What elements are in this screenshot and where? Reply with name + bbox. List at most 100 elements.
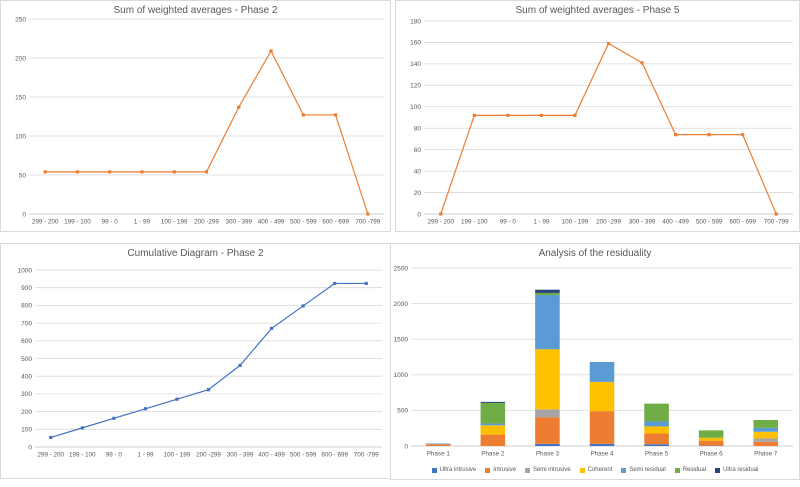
x-axis-tick-label: 100 - 199 xyxy=(161,219,188,226)
bar-segment xyxy=(480,425,506,435)
legend-label: Intrusive xyxy=(493,467,516,473)
x-axis-tick-label: Phase 2 xyxy=(481,451,505,458)
bar-segment xyxy=(535,417,560,444)
data-point-marker xyxy=(49,435,53,440)
x-axis-tick-label: 200 -299 xyxy=(196,452,221,459)
data-point-marker xyxy=(172,170,176,174)
x-axis-tick-label: Phase 4 xyxy=(590,451,614,458)
bar-segment xyxy=(753,427,778,432)
bar-segment xyxy=(480,401,506,403)
bar-segment xyxy=(426,443,451,445)
bar-segment xyxy=(589,411,615,444)
bar-segment xyxy=(535,295,560,350)
data-point-marker xyxy=(539,113,544,117)
x-axis-tick-label: 700 -799 xyxy=(355,219,380,226)
data-point-marker xyxy=(741,133,745,137)
data-point-marker xyxy=(269,49,273,53)
x-axis-tick-label: 300 - 399 xyxy=(629,219,656,226)
y-axis-tick-label: 20 xyxy=(414,190,422,197)
stacked-bar-chart-residuality: 0 500 1000 1500 2000 2500 Phase 1 Phase 2 Phase … xyxy=(394,265,793,458)
chart-panel-cumulative-phase2: Cumulative Diagram - Phase 2 0 100 200 300 4… xyxy=(0,243,391,479)
legend-item: Coherent xyxy=(579,467,612,473)
y-axis-tick-label: 1000 xyxy=(18,267,33,274)
bar-segment xyxy=(644,433,669,445)
x-axis-tick-label: Phase 1 xyxy=(427,451,451,458)
x-axis-tick-label: 199 - 100 xyxy=(461,219,488,226)
bar-segment xyxy=(753,441,778,446)
data-point-marker xyxy=(364,281,368,286)
x-axis-tick-label: 300 - 399 xyxy=(227,452,254,459)
data-point-marker xyxy=(75,170,80,174)
data-point-marker xyxy=(606,41,611,46)
data-point-marker xyxy=(80,426,84,430)
legend-swatch-icon xyxy=(715,467,721,473)
legend-label: Semi intrusive xyxy=(532,467,571,473)
y-axis-tick-label: 0 xyxy=(417,211,421,218)
y-axis-tick-label: 1000 xyxy=(394,372,409,379)
x-axis-tick-label: 600 - 699 xyxy=(321,452,348,459)
bar-segment xyxy=(753,431,778,439)
data-point-marker xyxy=(143,407,148,411)
data-point-marker xyxy=(269,326,274,331)
x-axis-tick-label: 1 - 99 xyxy=(137,452,154,459)
bar-segment xyxy=(535,292,560,296)
legend-swatch-icon xyxy=(579,467,585,473)
x-axis-tick-label: 199 - 100 xyxy=(69,452,96,459)
y-axis-tick-label: 0 xyxy=(22,211,26,218)
bar-segment xyxy=(753,420,778,428)
data-point-marker xyxy=(301,113,305,117)
y-axis-tick-label: 120 xyxy=(410,83,421,90)
x-axis-tick-label: 100 - 199 xyxy=(164,452,191,459)
chart-panel-weighted-phase5: Sum of weighted averages - Phase 5 0 20 40… xyxy=(395,0,800,232)
legend-label: Residual xyxy=(682,467,707,473)
legend-swatch-icon xyxy=(674,467,680,473)
bar-segment xyxy=(426,444,451,446)
chart-panel-weighted-phase2: Sum of weighted averages - Phase 2 0 50 10… xyxy=(0,0,391,232)
x-axis-tick-label: 200 -299 xyxy=(194,219,219,226)
y-axis-tick-label: 80 xyxy=(414,126,422,133)
y-axis-tick-label: 200 xyxy=(21,409,32,416)
x-axis-tick-label: 299 - 200 xyxy=(427,219,454,226)
data-point-marker xyxy=(237,105,241,109)
bar-segment xyxy=(535,409,560,418)
x-axis-tick-label: 99 - 0 xyxy=(102,219,119,226)
bar-segment xyxy=(480,434,506,446)
data-point-marker xyxy=(43,170,47,174)
bar-segment xyxy=(698,430,724,438)
x-axis-tick-label: 200 -299 xyxy=(596,219,621,226)
x-axis-tick-label: 400 - 499 xyxy=(258,452,285,459)
legend-item: Semi intrusive xyxy=(524,467,571,473)
data-point-marker xyxy=(175,397,179,401)
x-axis-tick-label: 199 - 100 xyxy=(64,219,91,226)
x-axis-tick-label: 99 - 0 xyxy=(500,219,517,226)
y-axis-tick-label: 400 xyxy=(21,374,32,381)
x-axis-tick-label: 100 - 199 xyxy=(562,219,589,226)
data-point-marker xyxy=(640,61,644,65)
chart-panel-residuality: Analysis of the residuality 0 500 1000 1500… xyxy=(390,243,800,480)
bar-segment xyxy=(644,426,669,434)
bar-segment xyxy=(644,421,669,427)
y-axis-tick-label: 50 xyxy=(19,172,27,179)
x-axis-tick-label: 1 - 99 xyxy=(533,219,550,226)
y-axis-tick-label: 700 xyxy=(21,320,32,327)
line-series xyxy=(45,49,369,215)
y-axis-tick-label: 140 xyxy=(410,61,421,68)
bar-segment xyxy=(644,403,669,422)
x-axis-tick-label: 1 - 99 xyxy=(134,219,151,226)
y-axis-tick-label: 100 xyxy=(21,427,32,434)
y-axis-tick-label: 100 xyxy=(15,133,26,140)
data-point-marker xyxy=(439,212,443,216)
bar-segment xyxy=(753,438,778,442)
legend-item: Ultra residual xyxy=(715,467,758,473)
data-point-marker xyxy=(366,212,370,216)
data-point-marker xyxy=(333,281,337,286)
data-point-marker xyxy=(112,416,116,420)
chart-legend: Ultra intrusive Intrusive Semi intrusive Co… xyxy=(391,467,799,473)
bar-segment xyxy=(480,423,506,426)
x-axis-tick-label: 300 - 399 xyxy=(225,219,252,226)
legend-item: Residual xyxy=(674,467,707,473)
legend-swatch-icon xyxy=(621,467,627,473)
x-axis-tick-label: Phase 6 xyxy=(700,451,724,458)
y-axis-tick-label: 2000 xyxy=(394,301,409,308)
